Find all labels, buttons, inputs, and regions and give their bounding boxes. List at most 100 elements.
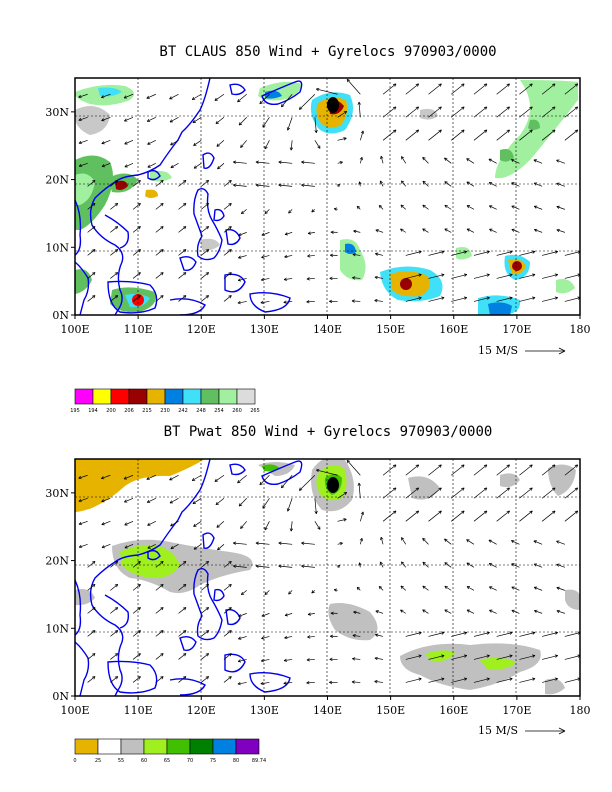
colorbar-label: 206	[124, 408, 134, 414]
wind-vector	[123, 93, 134, 99]
wind-vector-head	[101, 476, 105, 480]
wind-vector-head	[532, 296, 536, 300]
wind-vector-head	[554, 273, 558, 277]
wind-vector-head	[532, 677, 536, 681]
wind-vector-head	[506, 129, 510, 133]
wind-vector-head	[422, 537, 426, 542]
wind-vector	[314, 521, 321, 530]
wind-vector	[278, 184, 293, 187]
wind-vector	[519, 487, 533, 499]
wind-vector	[556, 159, 565, 164]
wind-vector	[451, 274, 467, 279]
wind-vector	[405, 251, 422, 256]
wind-vector	[496, 83, 510, 95]
wind-vector-head	[352, 276, 356, 280]
wind-vector-head	[101, 141, 105, 145]
y-tick-label: 10N	[45, 622, 69, 635]
wind-vector	[374, 276, 384, 279]
reference-arrowhead	[558, 727, 566, 735]
wind-vector	[473, 632, 490, 637]
wind-vector-head	[78, 498, 82, 503]
wind-vector-head	[343, 518, 347, 522]
wind-vector-head	[356, 586, 361, 591]
x-tick-label: 150E	[376, 704, 405, 717]
wind-vector	[382, 106, 397, 118]
wind-vector-head	[356, 205, 361, 210]
wind-vector	[314, 498, 317, 514]
reference-arrowhead	[558, 347, 566, 355]
wind-vector-head	[511, 228, 515, 232]
wind-vector	[374, 300, 384, 302]
wind-vector	[223, 180, 232, 187]
wind-vector	[401, 180, 407, 187]
wind-vector-head	[374, 299, 378, 303]
wind-vector	[87, 607, 96, 614]
wind-vector-head	[489, 609, 493, 613]
wind-vector-head	[261, 636, 265, 640]
wind-vector	[223, 676, 232, 683]
wind-vector	[237, 301, 247, 304]
wind-vector	[110, 226, 119, 233]
wind-vector	[255, 161, 270, 164]
wind-vector-head	[511, 182, 515, 186]
wind-vector-head	[378, 204, 383, 209]
wind-vector-head	[463, 677, 468, 681]
wind-vector	[241, 590, 247, 595]
wind-vector	[284, 278, 293, 280]
colorbar-swatch	[74, 388, 94, 405]
wind-vector	[78, 474, 88, 479]
wind-vector	[278, 565, 293, 568]
wind-vector-head	[298, 487, 303, 491]
wind-vector-head	[509, 296, 513, 300]
wind-vector	[110, 249, 119, 256]
wind-vector-head	[205, 272, 210, 276]
x-tick-label: 120E	[187, 323, 216, 336]
wind-vector-head	[511, 609, 515, 613]
wind-vector-head	[422, 609, 426, 613]
wind-vector-head	[289, 147, 294, 151]
wind-vector-head	[114, 226, 119, 230]
wind-vector-head	[146, 499, 151, 503]
wind-vector	[358, 101, 361, 118]
wind-vector-head	[506, 83, 510, 87]
wind-vector	[564, 83, 579, 95]
wind-vector-head	[489, 586, 493, 590]
wind-vector-head	[170, 523, 174, 527]
wind-vector-head	[124, 522, 128, 526]
wind-vector	[193, 140, 202, 146]
wind-vector-head	[552, 129, 556, 133]
wind-vector	[444, 609, 452, 614]
wind-vector	[192, 497, 202, 505]
wind-vector-head	[92, 630, 96, 634]
wind-vector	[451, 297, 467, 302]
wind-vector	[110, 180, 119, 187]
wind-vector	[428, 655, 445, 660]
wind-vector	[87, 584, 96, 591]
wind-vector-head	[489, 205, 493, 209]
wind-vector-head	[422, 585, 426, 589]
wind-vector-head	[486, 273, 490, 277]
wind-vector	[237, 474, 247, 484]
wind-vector	[132, 249, 141, 256]
wind-vector-head	[160, 584, 164, 588]
wind-vector	[541, 464, 556, 476]
wind-vector	[288, 590, 293, 595]
x-tick-label: 120E	[187, 704, 216, 717]
wind-vector-head	[101, 164, 106, 168]
wind-vector	[223, 561, 232, 568]
wind-vector	[146, 93, 156, 99]
wind-vector-head	[233, 183, 237, 187]
wind-vector-head	[534, 228, 538, 232]
wind-vector-head	[92, 249, 96, 253]
wind-vector-head	[346, 78, 350, 83]
wind-vector-head	[228, 180, 232, 184]
x-tick-label: 140E	[313, 323, 342, 336]
wind-vector	[428, 678, 445, 683]
wind-vector	[262, 498, 270, 509]
reference-vector: 15 M/S	[478, 724, 566, 737]
wind-vector	[405, 510, 419, 522]
wind-vector	[223, 630, 232, 637]
wind-vector	[87, 249, 96, 256]
wind-vector-head	[418, 677, 422, 681]
wind-vector-head	[441, 654, 445, 658]
